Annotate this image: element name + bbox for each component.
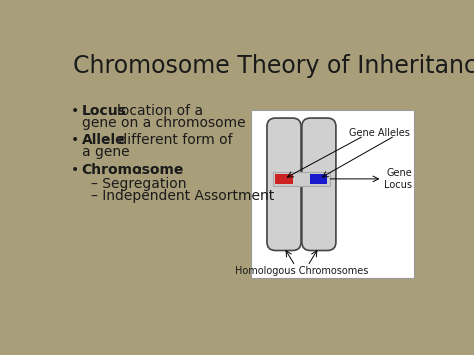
Text: : location of a: : location of a bbox=[108, 104, 203, 118]
Text: •: • bbox=[71, 104, 79, 118]
Text: gene on a chromosome: gene on a chromosome bbox=[82, 116, 246, 130]
Text: •: • bbox=[71, 163, 79, 177]
Bar bbox=[273, 172, 330, 186]
Text: Gene Alleles: Gene Alleles bbox=[349, 129, 410, 138]
Text: Gene
Locus: Gene Locus bbox=[384, 168, 412, 190]
Text: Allele: Allele bbox=[82, 133, 125, 147]
FancyBboxPatch shape bbox=[302, 118, 336, 251]
Bar bbox=[310, 174, 328, 184]
Text: – Independent Assortment: – Independent Assortment bbox=[91, 189, 274, 203]
Text: :: : bbox=[137, 163, 142, 177]
Text: Chromosome Theory of Inheritance: Chromosome Theory of Inheritance bbox=[73, 54, 474, 78]
Bar bbox=[275, 174, 292, 184]
FancyBboxPatch shape bbox=[267, 118, 301, 251]
Text: Homologous Chromosomes: Homologous Chromosomes bbox=[235, 266, 368, 275]
Text: Locus: Locus bbox=[82, 104, 127, 118]
Text: •: • bbox=[71, 133, 79, 147]
Text: :  different form of: : different form of bbox=[105, 133, 233, 147]
Text: a gene: a gene bbox=[82, 145, 129, 159]
Text: Chromosome: Chromosome bbox=[82, 163, 184, 177]
Text: – Segregation: – Segregation bbox=[91, 176, 187, 191]
Bar bbox=[251, 110, 414, 278]
